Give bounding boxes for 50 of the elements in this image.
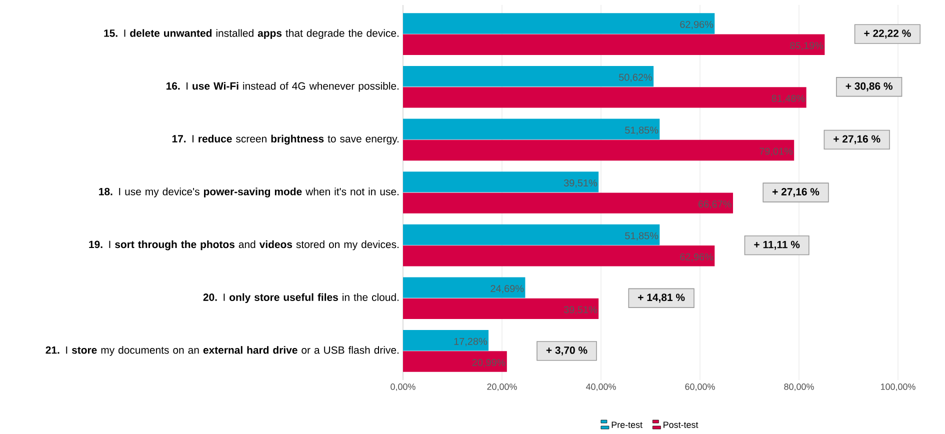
y-tick-label: 20. I only store useful files in the cloud.	[203, 293, 398, 304]
y-tick-label: 19. I sort through the photos and videos stored on my devices.	[89, 240, 398, 250]
bar	[402, 277, 526, 298]
bar	[402, 224, 660, 246]
bar	[402, 246, 715, 266]
x-tick-label: 80,00%	[784, 384, 814, 391]
data-label: 51,85%	[625, 126, 658, 135]
bar	[402, 13, 715, 34]
data-label: 50,62%	[618, 74, 652, 82]
annotation: + 30,86 %	[846, 82, 892, 92]
x-tick-label: 20,00%	[487, 384, 517, 391]
data-label: 79,01%	[760, 148, 793, 156]
bar	[402, 118, 660, 140]
bar	[402, 140, 794, 161]
annotation: + 14,81 %	[638, 294, 685, 303]
bar	[402, 87, 806, 108]
bar	[402, 330, 489, 351]
annotation: + 3,70 %	[546, 346, 588, 356]
data-label: 39,51%	[564, 306, 598, 314]
y-tick-label: 15. I delete unwanted installed apps that degrade the device.	[104, 29, 398, 39]
x-tick-label: 0,00%	[390, 384, 416, 391]
data-label: 20,99%	[472, 358, 506, 368]
annotation: + 11,11 %	[754, 240, 800, 250]
y-tick-label: 17. I reduce screen brightness to save energy.	[172, 134, 399, 145]
data-label: 24,69%	[490, 285, 524, 294]
bar	[402, 66, 654, 87]
bar	[402, 351, 507, 372]
bar	[402, 298, 599, 320]
data-label: 39,51%	[564, 179, 598, 188]
data-label: 85,19%	[790, 42, 824, 50]
bar	[402, 172, 599, 192]
bar	[402, 192, 734, 214]
y-tick-label: 16. I use Wi-Fi instead of 4G whenever possible.	[166, 82, 398, 92]
x-tick-label: 100,00%	[880, 384, 916, 391]
bar	[402, 34, 825, 55]
x-tick-label: 60,00%	[685, 384, 715, 391]
x-tick-label: 40,00%	[586, 384, 616, 391]
data-label: 66,67%	[698, 200, 732, 209]
data-label: 81,48%	[772, 94, 805, 104]
legend-label: Post-test	[664, 422, 698, 428]
data-label: 62,96%	[680, 20, 714, 30]
y-tick-label: 21. I store my documents on an external hard drive or a USB flash drive.	[46, 346, 398, 356]
data-label: 51,85%	[625, 232, 658, 240]
annotation: + 27,16 %	[772, 188, 820, 197]
annotation: + 22,22 %	[864, 30, 911, 39]
legend-label: Pre-test	[612, 422, 642, 428]
y-tick-label: 18. I use my device's power-saving mode when it's not in use.	[99, 188, 398, 198]
annotation: + 27,16 %	[834, 135, 880, 144]
data-label: 62,96%	[680, 253, 714, 262]
data-label: 17,28%	[454, 338, 487, 346]
